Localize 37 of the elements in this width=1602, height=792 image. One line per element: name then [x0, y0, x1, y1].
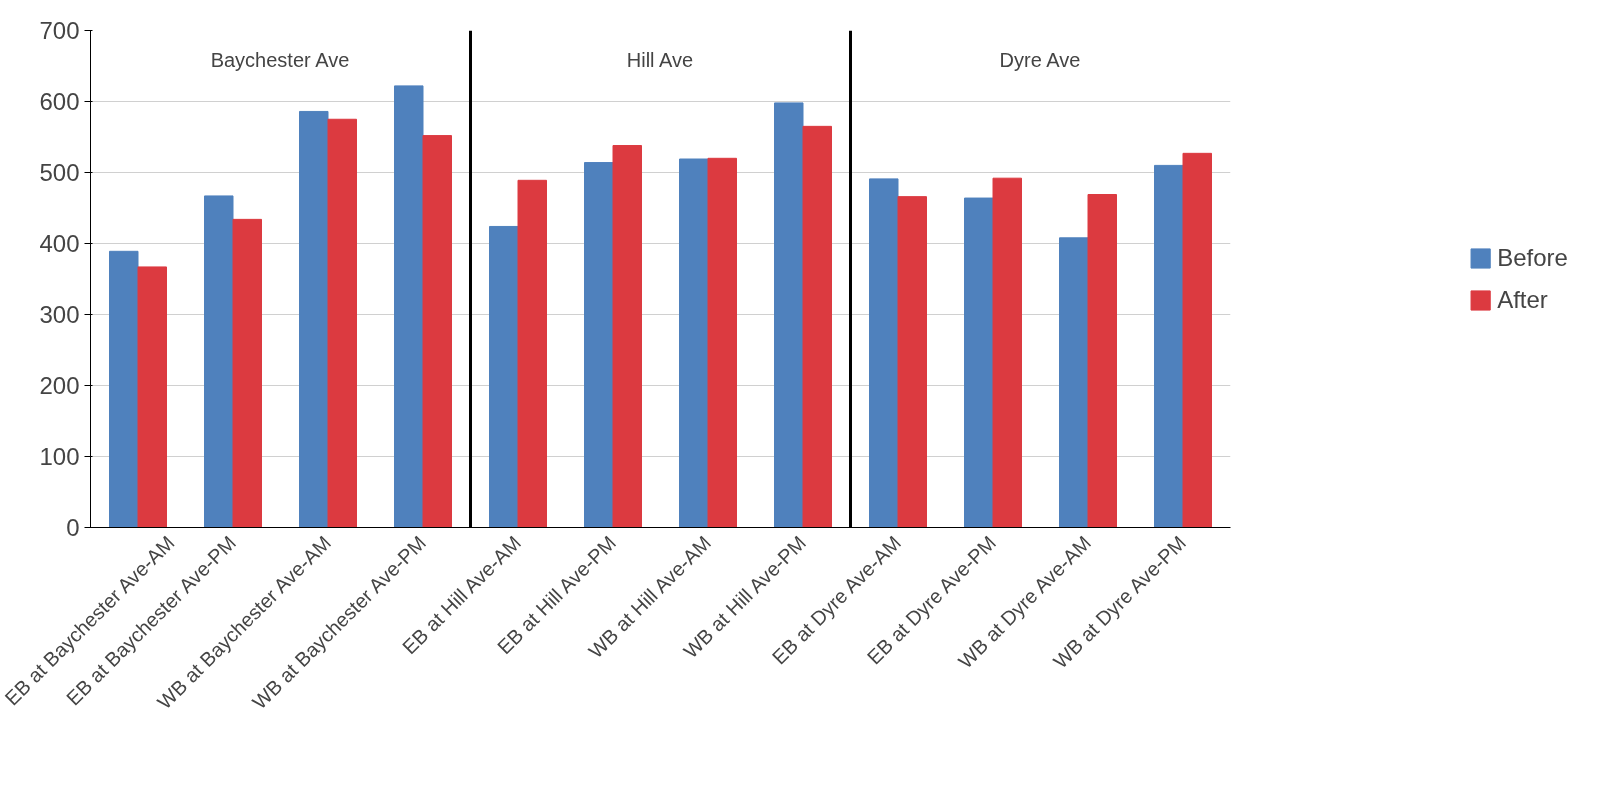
y-tick-label: 100: [39, 443, 80, 470]
bar: [422, 135, 452, 528]
y-tick-label: 0: [66, 514, 80, 541]
bar: [584, 162, 614, 528]
bar: [707, 157, 737, 528]
y-tick-label: 500: [39, 159, 80, 186]
y-tick-label: 300: [39, 301, 80, 328]
bar: [869, 178, 899, 528]
bar: [299, 110, 329, 528]
bar: [1154, 164, 1184, 528]
y-tick-label: 400: [39, 230, 80, 257]
bar: [517, 179, 547, 528]
bar: [992, 177, 1022, 528]
bar: [964, 197, 994, 528]
bar: [232, 218, 262, 528]
bar: [774, 102, 804, 528]
bar: [204, 195, 234, 528]
y-tick-label: 600: [39, 88, 80, 115]
legend-label: Before: [1497, 243, 1568, 272]
legend-label: After: [1497, 285, 1548, 314]
bar: [327, 118, 357, 528]
annotation: Baychester Ave: [210, 49, 350, 72]
bar: [1182, 152, 1212, 528]
bar: [1059, 237, 1089, 528]
annotation: Hill Ave: [626, 49, 694, 72]
bar: [679, 158, 709, 528]
bar: [394, 85, 424, 528]
bar: [137, 266, 167, 528]
bar: [1087, 194, 1117, 528]
bar: [612, 145, 642, 528]
annotation: Dyre Ave: [999, 49, 1081, 72]
bar: [489, 225, 519, 528]
bar: [802, 125, 832, 528]
y-tick-label: 700: [39, 17, 80, 44]
bar: [109, 250, 139, 528]
y-tick-label: 200: [39, 372, 80, 399]
bar: [897, 196, 927, 528]
